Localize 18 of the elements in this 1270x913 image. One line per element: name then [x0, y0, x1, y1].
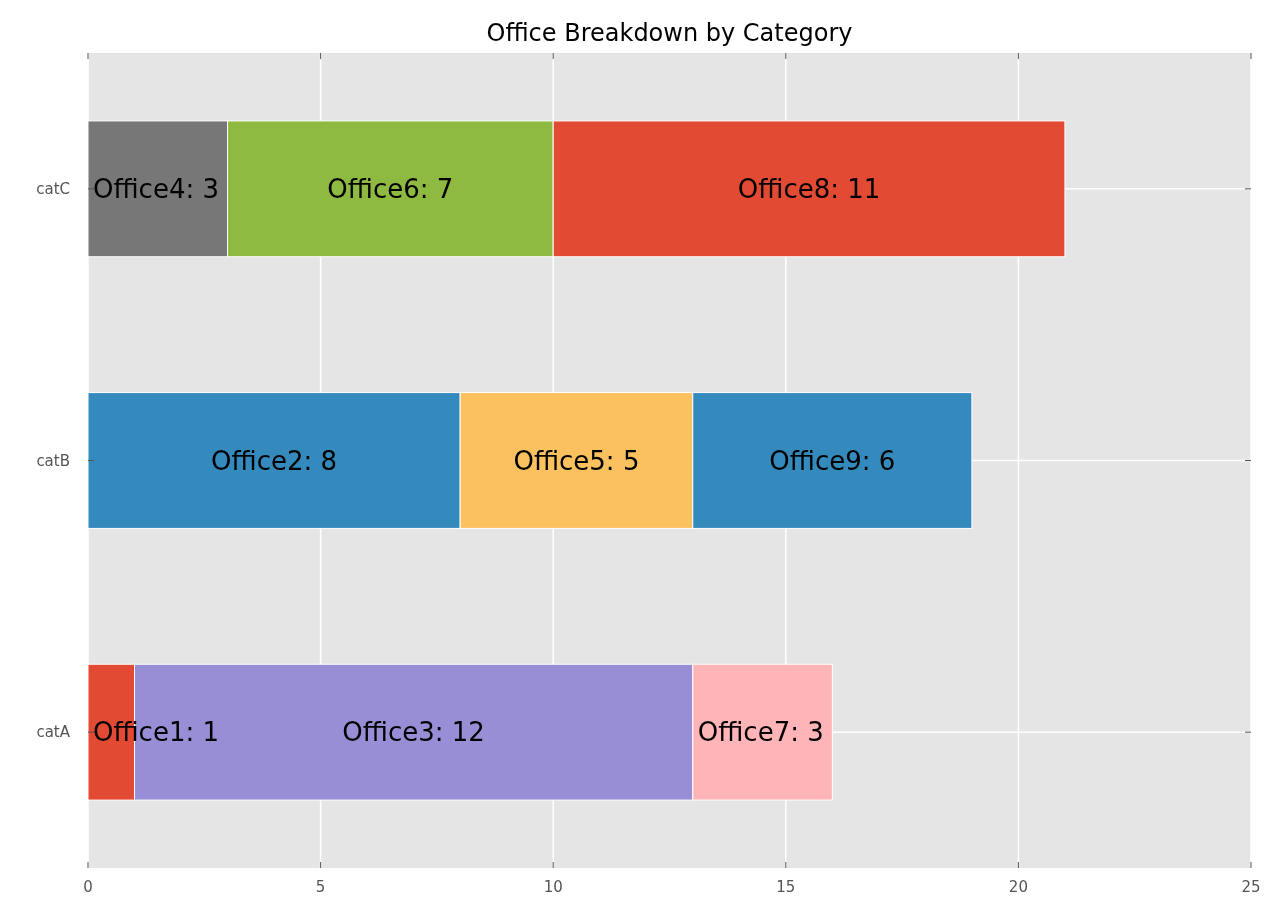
y-tick-label: catC	[36, 180, 70, 199]
x-tick-label: 15	[776, 878, 796, 896]
data-label: Office4: 3	[93, 173, 220, 204]
x-tick-label: 0	[83, 878, 93, 896]
x-tick-label: 10	[543, 878, 563, 896]
data-label: Office7: 3	[697, 717, 824, 748]
data-label: Office9: 6	[769, 445, 896, 476]
x-tick-label: 20	[1008, 878, 1028, 896]
data-label: Office5: 5	[513, 445, 640, 476]
data-label: Office6: 7	[327, 173, 454, 204]
data-label: Office3: 12	[342, 717, 485, 748]
x-tick-label: 5	[315, 878, 326, 896]
data-label: Office8: 11	[737, 173, 881, 204]
chart-title: Office Breakdown by Category	[486, 19, 853, 47]
x-tick-label: 25	[1241, 878, 1261, 896]
data-label: Office2: 8	[211, 445, 338, 476]
y-tick-label: catB	[36, 451, 70, 470]
y-tick-label: catA	[36, 723, 71, 742]
